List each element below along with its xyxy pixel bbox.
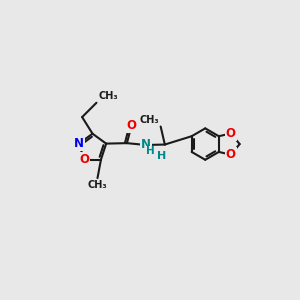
Text: N: N bbox=[141, 139, 151, 152]
Text: H: H bbox=[146, 146, 154, 156]
Text: O: O bbox=[226, 148, 236, 161]
Text: CH₃: CH₃ bbox=[88, 180, 107, 190]
Text: O: O bbox=[127, 118, 136, 132]
Text: N: N bbox=[74, 137, 84, 150]
Text: O: O bbox=[79, 153, 89, 166]
Text: H: H bbox=[158, 152, 167, 161]
Text: CH₃: CH₃ bbox=[99, 91, 118, 101]
Text: CH₃: CH₃ bbox=[140, 115, 160, 125]
Text: O: O bbox=[226, 127, 236, 140]
